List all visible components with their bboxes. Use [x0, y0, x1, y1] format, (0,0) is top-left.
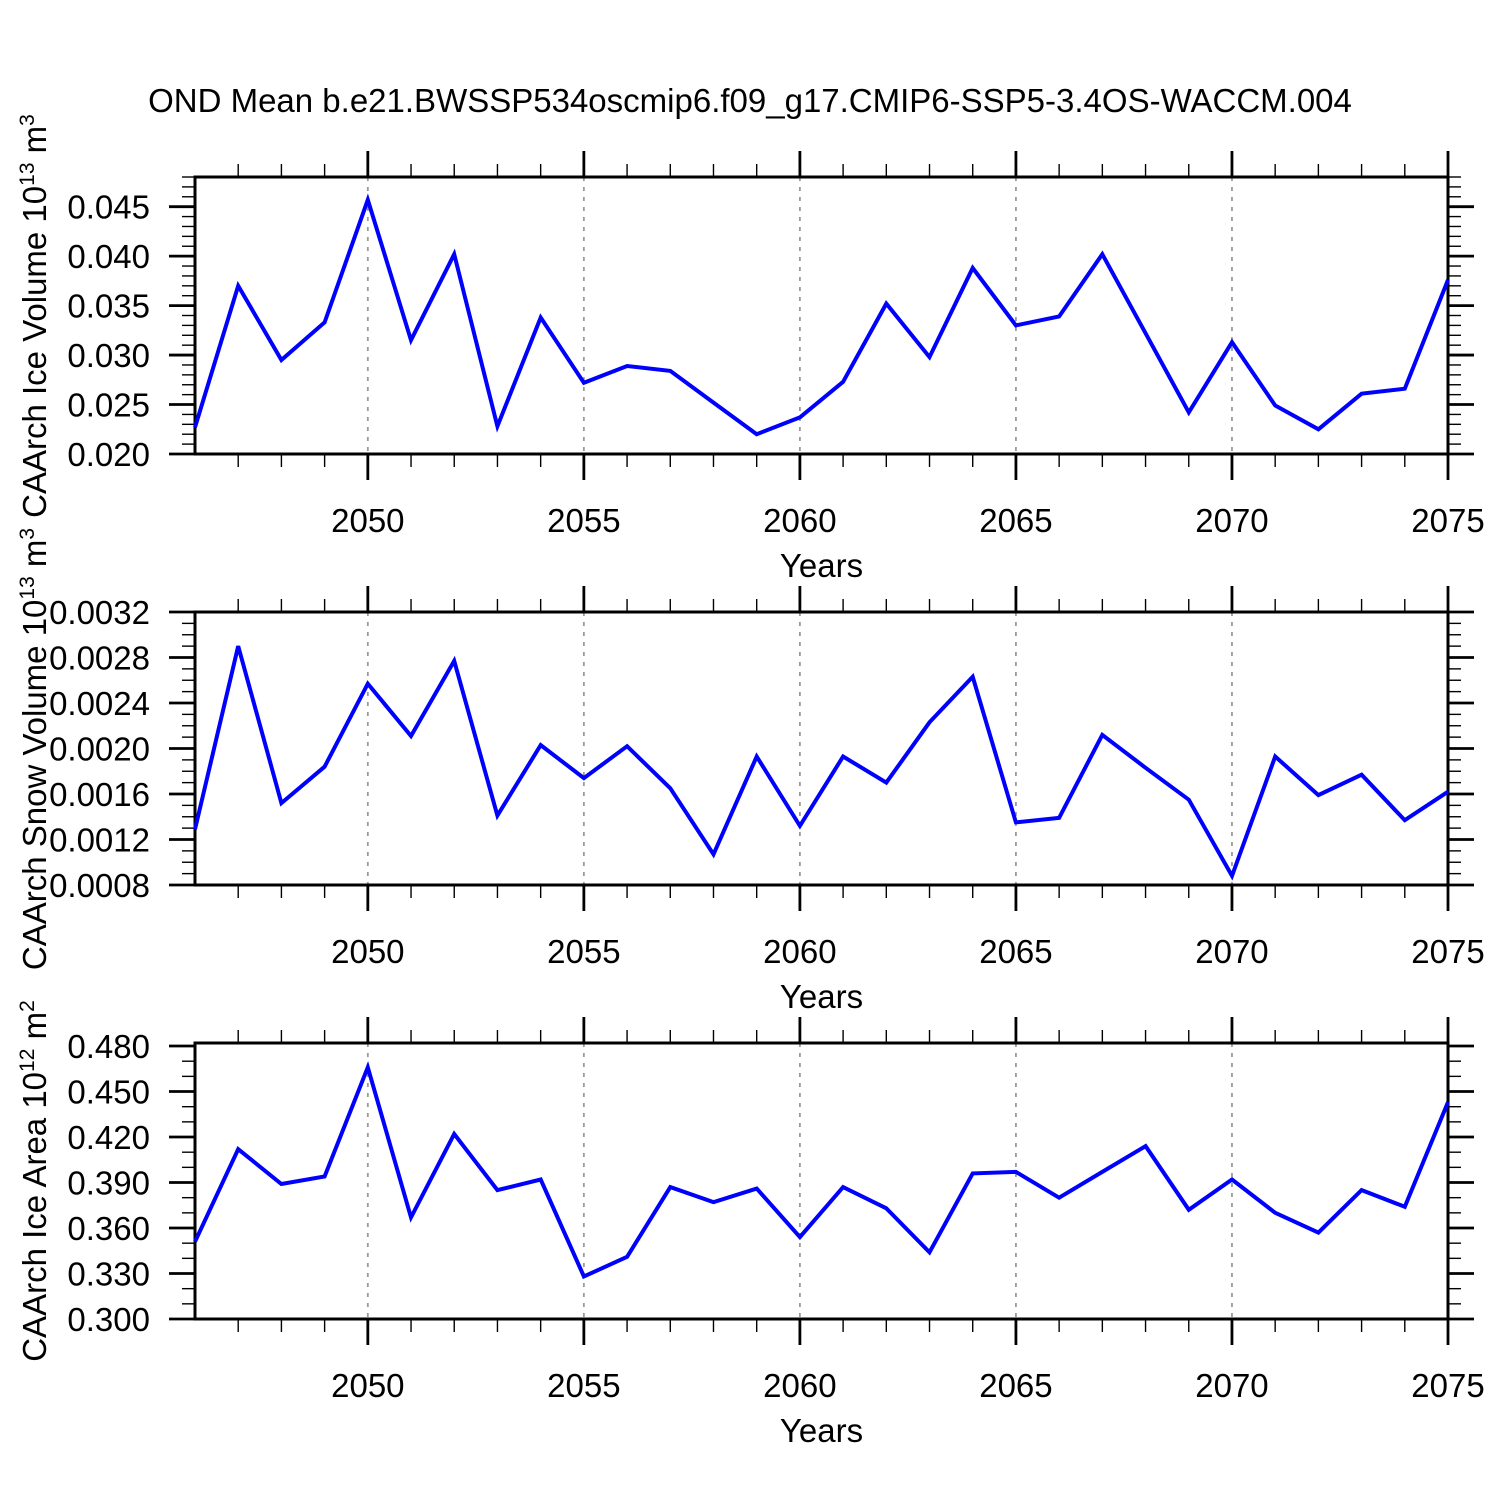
- plot-border: [193, 175, 1450, 456]
- x-tick-label: 2075: [1411, 933, 1484, 970]
- plot-border: [193, 610, 1450, 887]
- y-tick-label: 0.300: [67, 1301, 150, 1338]
- plot-title: OND Mean b.e21.BWSSP534oscmip6.f09_g17.C…: [148, 82, 1352, 119]
- y-tick-label: 0.040: [67, 238, 150, 275]
- y-axis-title-unit-exponent: 2: [16, 1000, 40, 1012]
- ice-area-y-axis-title: CAArch Ice Area 1012 m2: [0, 1000, 70, 1362]
- y-axis-title-unit: m: [16, 1011, 54, 1049]
- y-tick-label: 0.045: [67, 189, 150, 226]
- y-tick-label: 0.0012: [49, 822, 150, 859]
- series-line: [193, 645, 1450, 881]
- y-tick-label: 0.360: [67, 1210, 150, 1247]
- ice-volume-x-axis-title: Years: [779, 547, 864, 584]
- y-tick-label: 0.480: [67, 1028, 150, 1065]
- x-tick-label: 2050: [331, 1367, 404, 1404]
- y-axis-title-text: CAArch Ice Area 10: [16, 1071, 54, 1362]
- x-tick-label: 2065: [979, 502, 1052, 539]
- y-axis-title-exponent: 12: [16, 1048, 40, 1072]
- y-tick-label: 0.450: [67, 1074, 150, 1111]
- y-tick-label: 0.0024: [49, 685, 150, 722]
- x-tick-label: 2055: [547, 1367, 620, 1404]
- x-tick-label: 2070: [1195, 1367, 1268, 1404]
- y-tick-label: 0.0028: [49, 640, 150, 677]
- y-tick-label: 0.025: [67, 387, 150, 424]
- x-tick-label: 2050: [331, 933, 404, 970]
- x-tick-label: 2075: [1411, 1367, 1484, 1404]
- x-tick-label: 2070: [1195, 933, 1268, 970]
- x-tick-label: 2065: [979, 1367, 1052, 1404]
- y-tick-label: 0.020: [67, 436, 150, 473]
- x-tick-label: 2060: [763, 1367, 836, 1404]
- x-tick-label: 2060: [763, 933, 836, 970]
- x-tick-label: 2055: [547, 502, 620, 539]
- plot-border: [193, 1041, 1450, 1321]
- snow-volume-x-axis-title: Years: [779, 978, 864, 1015]
- y-tick-label: 0.0020: [49, 731, 150, 768]
- y-tick-label: 0.330: [67, 1256, 150, 1293]
- x-tick-label: 2060: [763, 502, 836, 539]
- y-tick-label: 0.390: [67, 1165, 150, 1202]
- y-tick-label: 0.035: [67, 288, 150, 325]
- y-tick-label: 0.0032: [49, 594, 150, 631]
- x-tick-label: 2055: [547, 933, 620, 970]
- x-tick-label: 2075: [1411, 502, 1484, 539]
- y-tick-label: 0.030: [67, 337, 150, 374]
- y-tick-label: 0.0008: [49, 867, 150, 904]
- ice-area-x-axis-title: Years: [779, 1412, 864, 1449]
- series-line: [193, 193, 1450, 437]
- x-tick-label: 2065: [979, 933, 1052, 970]
- y-tick-label: 0.0016: [49, 776, 150, 813]
- x-tick-label: 2050: [331, 502, 404, 539]
- x-tick-label: 2070: [1195, 502, 1268, 539]
- y-tick-label: 0.420: [67, 1119, 150, 1156]
- series-line: [193, 1061, 1450, 1280]
